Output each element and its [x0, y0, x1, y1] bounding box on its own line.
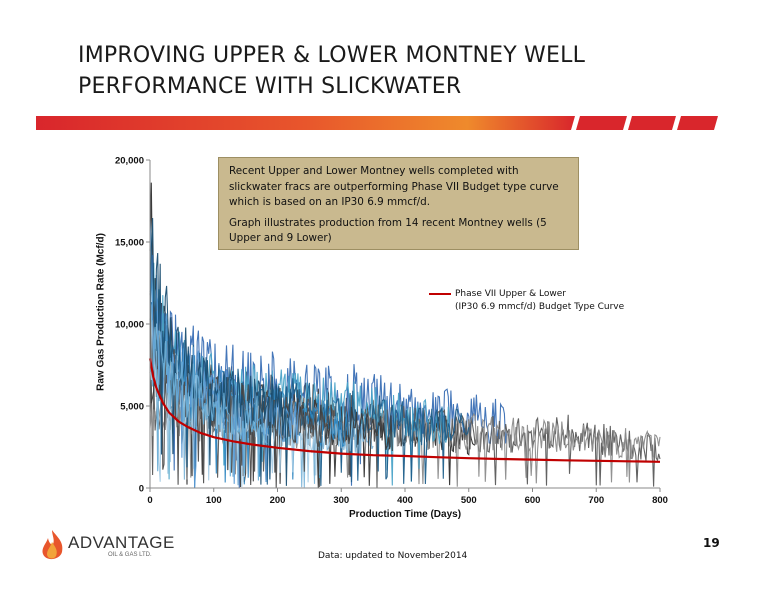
x-tick-label: 700 — [588, 495, 604, 506]
legend-label-line-2: (IP30 6.9 mmcf/d) Budget Type Curve — [455, 302, 625, 312]
well-series-line — [149, 326, 268, 481]
x-tick-label: 0 — [147, 495, 152, 506]
type-curve-line — [148, 358, 661, 463]
well-series-layer — [149, 182, 661, 488]
logo-subtitle: OIL & GAS LTD. — [108, 552, 152, 558]
x-tick-label: 300 — [333, 495, 349, 506]
company-logo: ADVANTAGE OIL & GAS LTD. — [38, 528, 178, 568]
legend-label-line-1: Phase VII Upper & Lower — [455, 289, 567, 299]
x-tick-label: 400 — [397, 495, 413, 506]
x-tick-label: 600 — [525, 495, 541, 506]
y-tick-label: 20,000 — [115, 156, 144, 167]
x-tick-label: 200 — [270, 495, 286, 506]
well-series-line — [149, 217, 291, 486]
flame-icon — [42, 530, 63, 560]
y-tick-label: 15,000 — [115, 238, 144, 249]
y-tick-label: 10,000 — [115, 320, 144, 331]
well-series-line — [149, 254, 508, 488]
y-tick-label: 0 — [139, 484, 144, 495]
title-bar-segment — [677, 116, 718, 130]
x-tick-label: 500 — [461, 495, 477, 506]
x-axis-label: Production Time (Days) — [348, 509, 462, 520]
y-tick-label: 5,000 — [120, 402, 144, 413]
callout-text-1: Recent Upper and Lower Montney wells com… — [229, 165, 559, 208]
legend-swatch-type-curve — [429, 293, 451, 295]
x-tick-label: 100 — [206, 495, 222, 506]
slide-title-line-1: IMPROVING UPPER & LOWER MONTNEY WELL — [78, 43, 586, 68]
title-bar-segment — [628, 116, 676, 130]
title-accent-bar — [36, 116, 718, 130]
logo-name: ADVANTAGE — [68, 533, 175, 552]
slide-title-line-2: PERFORMANCE WITH SLICKWATER — [78, 74, 462, 99]
well-series-line — [149, 293, 330, 488]
type-curve-layer — [148, 358, 661, 463]
title-bar-main — [36, 116, 575, 130]
callout-box: Recent Upper and Lower Montney wells com… — [218, 157, 579, 250]
y-axis-label: Raw Gas Production Rate (Mcf/d) — [95, 233, 107, 391]
x-tick-label: 800 — [652, 495, 668, 506]
axes: 0 100 200 300 400 500 600 700 800 0 5,000 10,000 15,… — [115, 156, 668, 507]
title-bar-segment — [576, 116, 627, 130]
callout-text-2: Graph illustrates production from 14 rec… — [229, 216, 547, 245]
footnote: Data: updated to November2014 — [318, 551, 468, 561]
page-number: 19 — [703, 536, 720, 550]
slide-title: IMPROVING UPPER & LOWER MONTNEY WELL PER… — [78, 40, 678, 102]
